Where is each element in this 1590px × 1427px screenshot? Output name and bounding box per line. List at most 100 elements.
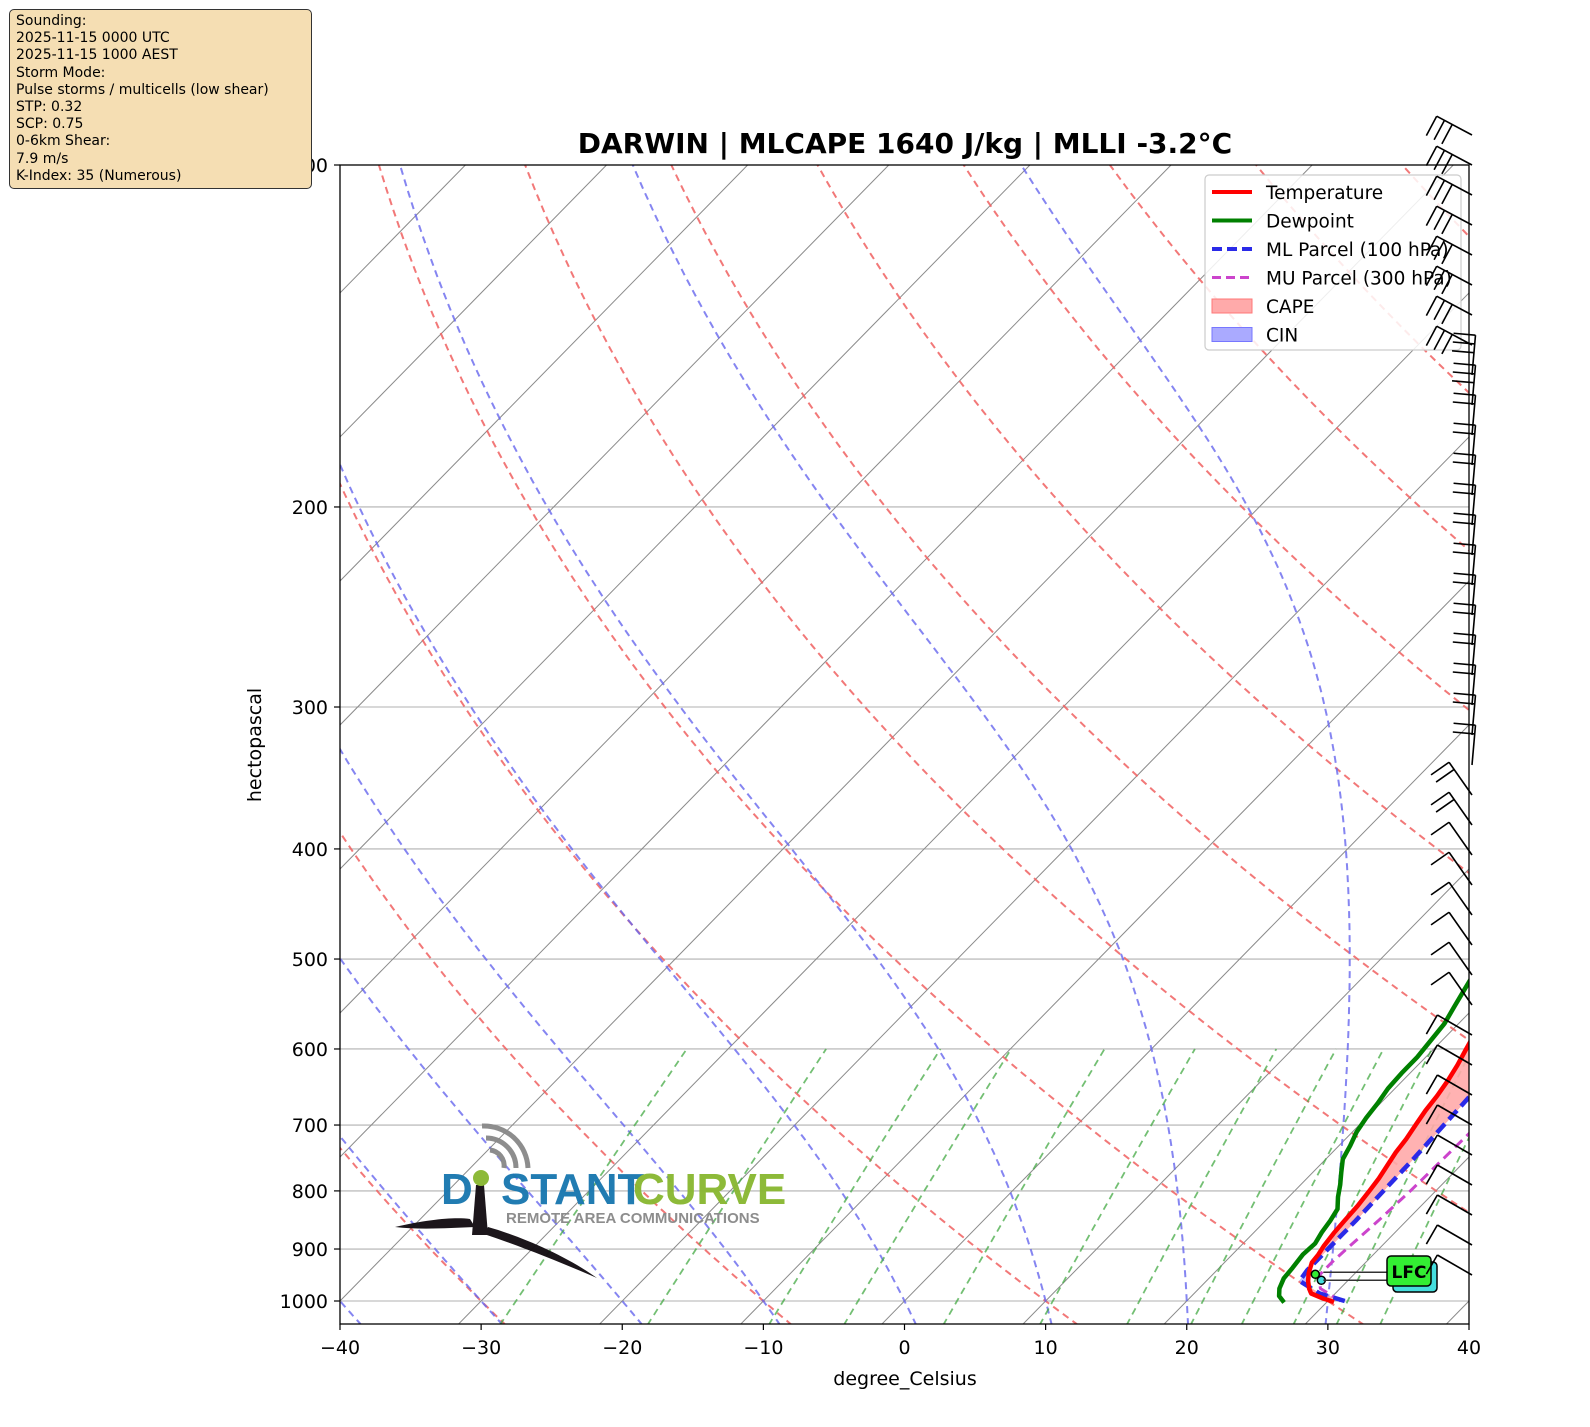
moist-adiabat-line <box>340 1299 362 1324</box>
wind-barb-flag <box>1452 491 1475 495</box>
x-tick-label: 10 <box>1034 1337 1058 1359</box>
x-tick-label: −20 <box>602 1337 642 1359</box>
wind-barb-shaft <box>1471 665 1477 706</box>
wind-barb-flag <box>1430 941 1450 956</box>
lfc-label: LFC <box>1392 1263 1427 1283</box>
wind-barb-flag <box>1430 881 1450 896</box>
wind-barb-flag <box>1453 512 1476 516</box>
wind-barb-flag <box>1425 1254 1439 1275</box>
wind-barb-shaft <box>1436 1164 1473 1186</box>
wind-barb-flag <box>1452 521 1475 525</box>
wind-barb-flag <box>1453 662 1476 666</box>
logo-swoosh-right <box>484 1227 597 1278</box>
wind-barb <box>1425 325 1473 355</box>
isotherm-line <box>340 165 607 438</box>
mixing-ratio-line <box>768 1048 942 1324</box>
sounding-info-box: Sounding: 2025-11-15 0000 UTC 2025-11-15… <box>9 9 312 190</box>
mixing-ratio-line <box>1240 1048 1385 1324</box>
wind-barb <box>1452 722 1477 766</box>
wind-barb <box>1430 761 1473 796</box>
wind-barb-flag <box>1452 551 1475 555</box>
wind-barb-shaft <box>1471 635 1477 676</box>
wind-barb-shaft <box>1471 725 1477 766</box>
info-line-kindex: K-Index: 35 (Numerous) <box>16 167 182 184</box>
wind-barb-flag <box>1453 362 1476 366</box>
wind-barb-flag <box>1452 461 1475 465</box>
isotherm-line <box>340 165 1313 1158</box>
dry-adiabat-line <box>340 1146 507 1324</box>
x-tick-label: 30 <box>1316 1337 1340 1359</box>
wind-barb-shaft <box>1436 235 1473 256</box>
wind-barb-flag <box>1425 235 1438 257</box>
wind-barb-flag <box>1452 431 1475 435</box>
x-tick-label: 0 <box>898 1337 910 1359</box>
wind-barb <box>1452 572 1477 616</box>
wind-barb-flag <box>1433 179 1446 201</box>
ml-parcel-line <box>1297 1093 1469 1304</box>
wind-barb-shaft <box>1436 1134 1473 1156</box>
wind-barb <box>1430 821 1473 856</box>
y-tick-label: 1000 <box>280 1291 328 1313</box>
x-tick-label: 40 <box>1457 1337 1481 1359</box>
wind-barb <box>1430 851 1473 886</box>
wind-barb-flag <box>1425 145 1438 167</box>
isotherm-line <box>599 436 1469 1324</box>
y-tick-label: 300 <box>292 697 328 719</box>
wind-barb-flag <box>1453 602 1476 606</box>
isotherm-line <box>340 165 749 582</box>
info-line-utc: 2025-11-15 0000 UTC <box>16 30 170 47</box>
x-axis-label: degree_Celsius <box>833 1368 976 1390</box>
wind-barb-flag <box>1433 209 1446 231</box>
wind-barb-flag <box>1453 482 1476 486</box>
wind-barb <box>1430 911 1473 946</box>
wind-barb-shaft <box>1436 1044 1473 1066</box>
wind-barb-flag <box>1451 349 1475 354</box>
y-tick-label: 200 <box>292 497 328 519</box>
logo-swoosh <box>395 1218 475 1229</box>
wind-barb <box>1452 542 1477 586</box>
wind-barb-flag <box>1441 214 1453 235</box>
info-line-stp: STP: 0.32 <box>16 99 83 116</box>
y-tick-label: 900 <box>292 1239 328 1261</box>
wind-barb-flag <box>1430 791 1450 806</box>
isotherm-line <box>340 165 466 294</box>
moist-adiabat-line <box>399 165 1053 1324</box>
wind-barb <box>1430 941 1473 976</box>
wind-barb-flag <box>1452 671 1475 675</box>
wind-barb <box>1425 145 1473 175</box>
logo-tagline: REMOTE AREA COMMUNICATIONS <box>506 1210 760 1227</box>
wind-barb-shaft <box>1471 395 1477 436</box>
wind-barb <box>1425 1224 1473 1246</box>
logo-text-stant: STANT <box>501 1165 645 1214</box>
wind-barb <box>1425 1104 1473 1126</box>
wind-barb <box>1430 971 1473 1006</box>
wind-barb <box>1425 1014 1473 1036</box>
wind-barb-shaft <box>1436 295 1473 316</box>
wind-barb-flag <box>1441 334 1453 355</box>
wind-barb-shaft <box>1436 1254 1473 1276</box>
moist-adiabat-line <box>340 956 643 1324</box>
wind-barb-flag <box>1453 422 1476 426</box>
wind-barb <box>1425 1044 1473 1066</box>
wind-barb-flag <box>1425 265 1438 287</box>
wind-barb-flag <box>1453 692 1476 696</box>
wind-barb-flag <box>1433 269 1446 291</box>
wind-barb <box>1425 1254 1473 1276</box>
wind-barb-flag <box>1425 1104 1439 1125</box>
mixing-ratio-line <box>843 1048 1012 1324</box>
legend-label: MU Parcel (300 hPa) <box>1266 269 1452 290</box>
wind-barb <box>1430 791 1473 826</box>
wind-barb-shaft <box>1436 115 1473 136</box>
wind-barb <box>1452 452 1477 496</box>
wind-barb-shaft <box>1471 575 1477 616</box>
legend-swatch-5 <box>1211 327 1253 342</box>
isotherm-line <box>1445 1300 1469 1324</box>
wind-barb <box>1452 392 1477 436</box>
wind-barb <box>1425 235 1473 265</box>
info-line-scp: SCP: 0.75 <box>16 116 84 133</box>
wind-barb-flag <box>1430 821 1450 836</box>
wind-barb <box>1452 662 1477 706</box>
logo-dot <box>473 1170 489 1186</box>
wind-barb-shaft <box>1436 205 1473 226</box>
